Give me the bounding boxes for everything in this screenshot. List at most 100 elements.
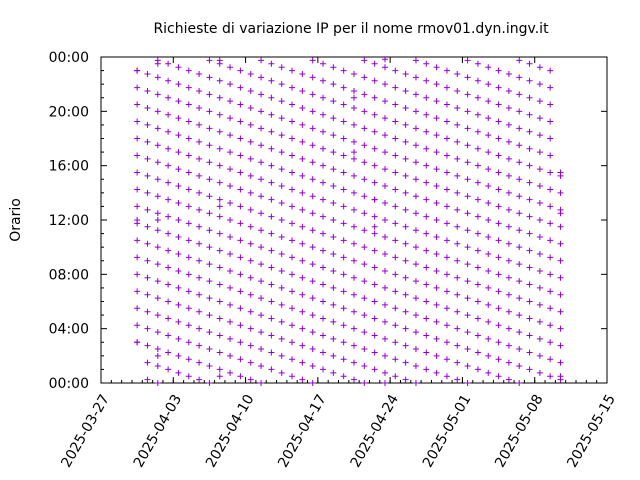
data-point [289, 339, 296, 346]
data-point [134, 152, 141, 159]
data-point [412, 312, 419, 319]
data-point [258, 295, 265, 302]
data-point [392, 84, 399, 91]
data-point [402, 138, 409, 145]
data-point [464, 261, 471, 268]
data-point [423, 315, 430, 322]
data-point [526, 94, 533, 101]
data-point [536, 352, 543, 359]
data-point [392, 305, 399, 312]
data-point [423, 94, 430, 101]
data-point [516, 295, 523, 302]
data-point [516, 244, 523, 251]
data-point [196, 223, 203, 230]
data-point [237, 135, 244, 142]
data-point [547, 254, 554, 261]
data-point [526, 349, 533, 356]
data-point [289, 305, 296, 312]
data-point [505, 359, 512, 366]
data-point [485, 335, 492, 342]
data-point [185, 271, 192, 278]
data-point [474, 60, 481, 67]
data-point [196, 240, 203, 247]
y-tick-label: 04:00 [49, 322, 89, 338]
data-point [309, 125, 316, 132]
data-point [412, 159, 419, 166]
data-point [154, 329, 161, 336]
data-point [289, 220, 296, 227]
data-point [185, 152, 192, 159]
data-point [371, 315, 378, 322]
data-point [206, 329, 213, 336]
data-point [547, 373, 554, 380]
data-point [330, 98, 337, 105]
data-point [433, 284, 440, 291]
data-point [175, 267, 182, 274]
data-point [268, 60, 275, 67]
data-point [196, 308, 203, 315]
data-point [485, 115, 492, 122]
data-point [536, 166, 543, 173]
data-point [423, 162, 430, 169]
data-point [454, 359, 461, 366]
data-point [206, 210, 213, 217]
data-point [247, 87, 254, 94]
data-point [536, 284, 543, 291]
data-point [505, 138, 512, 145]
data-point [412, 193, 419, 200]
data-point [134, 217, 141, 223]
data-point [165, 298, 172, 305]
data-point [185, 339, 192, 346]
data-point [443, 169, 450, 176]
data-point [443, 373, 450, 380]
data-point [144, 155, 151, 162]
data-point [268, 128, 275, 135]
data-point [454, 206, 461, 213]
data-point [289, 67, 296, 74]
data-point [196, 121, 203, 128]
data-point [351, 149, 357, 156]
data-point [216, 162, 223, 169]
data-point [392, 373, 399, 380]
data-point [340, 152, 347, 159]
data-point [165, 60, 172, 67]
data-point [227, 200, 234, 207]
data-point [433, 200, 440, 207]
data-point [381, 284, 388, 291]
data-point [227, 301, 234, 308]
data-point [227, 166, 234, 173]
data-point [154, 193, 161, 200]
data-point [526, 145, 533, 152]
data-point [474, 213, 481, 220]
data-point [516, 108, 523, 115]
data-point [495, 220, 502, 227]
data-point [289, 152, 296, 159]
data-point [423, 60, 430, 67]
data-point [351, 121, 357, 128]
data-point [299, 376, 306, 383]
data-point [536, 369, 543, 376]
data-point [175, 98, 182, 105]
data-point [361, 380, 368, 386]
data-point [247, 121, 254, 128]
data-point [381, 56, 388, 63]
data-point [443, 101, 450, 108]
data-point [289, 254, 296, 261]
data-point [454, 104, 461, 111]
data-point [330, 352, 337, 359]
data-point [309, 278, 316, 285]
x-tick-label: 2025-05-08 [492, 392, 547, 470]
data-point [154, 346, 161, 353]
data-point [547, 322, 554, 329]
data-point [299, 223, 306, 230]
data-point [175, 115, 182, 122]
data-point [330, 115, 337, 122]
data-point [154, 159, 161, 166]
data-point [423, 230, 430, 237]
data-point [320, 332, 327, 339]
data-point [247, 376, 254, 383]
x-tick-label: 2025-04-03 [131, 392, 186, 470]
data-point [557, 257, 564, 264]
data-point [165, 213, 172, 220]
data-point [134, 169, 141, 176]
